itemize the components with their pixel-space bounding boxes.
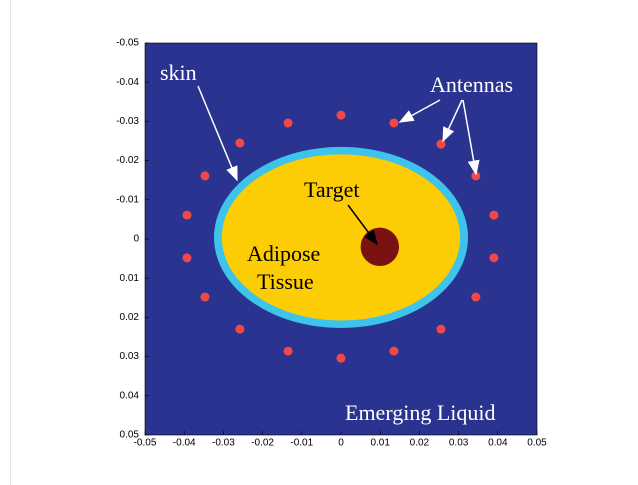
antenna-point bbox=[284, 347, 293, 356]
x-tick-label: -0.01 bbox=[290, 438, 313, 449]
region bbox=[361, 228, 399, 266]
annotation: Tissue bbox=[257, 269, 314, 294]
antenna-point bbox=[471, 293, 480, 302]
y-tick-label: -0.04 bbox=[116, 77, 139, 88]
y-tick-label: -0.03 bbox=[116, 116, 139, 127]
y-tick-label: 0.05 bbox=[120, 430, 140, 441]
x-tick-label: 0 bbox=[338, 438, 344, 449]
annotation: Adipose bbox=[247, 241, 320, 266]
x-tick-label: 0.02 bbox=[410, 438, 430, 449]
y-tick-label: 0.03 bbox=[120, 351, 140, 362]
antenna-point bbox=[389, 118, 398, 127]
antenna-point bbox=[337, 354, 346, 363]
antenna-point bbox=[235, 325, 244, 334]
figure: -0.05 -0.04 -0.03 -0.02 -0.01 0 0.01 0.02 0.03 0.… bbox=[0, 0, 638, 485]
antenna-point bbox=[489, 253, 498, 262]
antenna-point bbox=[436, 140, 445, 149]
antenna-point bbox=[200, 293, 209, 302]
antenna-point bbox=[182, 211, 191, 220]
antenna-point bbox=[436, 325, 445, 334]
x-tick-label: -0.02 bbox=[251, 438, 274, 449]
x-tick-label: 0.03 bbox=[449, 438, 469, 449]
x-tick-label: 0.04 bbox=[488, 438, 508, 449]
antenna-point bbox=[337, 111, 346, 120]
annotation: Target bbox=[304, 177, 359, 202]
antenna-point bbox=[200, 171, 209, 180]
antenna-point bbox=[235, 138, 244, 147]
y-tick-label: 0 bbox=[133, 234, 139, 245]
antenna-point bbox=[489, 211, 498, 220]
y-tick-label: -0.01 bbox=[116, 194, 139, 205]
antenna-point bbox=[182, 253, 191, 262]
plot: -0.05 -0.04 -0.03 -0.02 -0.01 0 0.01 0.02 0.03 0.… bbox=[116, 38, 547, 449]
y-tick-label: -0.05 bbox=[116, 38, 139, 49]
antenna-point bbox=[389, 347, 398, 356]
x-tick-label: -0.03 bbox=[212, 438, 235, 449]
annotation: Antennas bbox=[430, 72, 513, 97]
x-tick-label: 0.01 bbox=[370, 438, 390, 449]
y-tick-label: 0.04 bbox=[120, 390, 140, 401]
x-tick-label: 0.05 bbox=[527, 438, 547, 449]
y-tick-label: 0.02 bbox=[120, 312, 140, 323]
x-tick-label: -0.04 bbox=[173, 438, 196, 449]
annotation: skin bbox=[160, 60, 197, 85]
y-tick-label: 0.01 bbox=[120, 273, 140, 284]
annotation: Emerging Liquid bbox=[345, 400, 496, 425]
y-tick-label: -0.02 bbox=[116, 155, 139, 166]
antenna-point bbox=[284, 118, 293, 127]
